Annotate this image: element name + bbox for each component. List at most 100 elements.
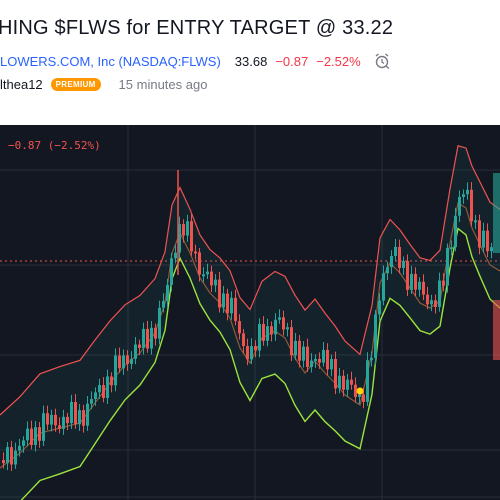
candle-body [234, 297, 237, 322]
candle-body [490, 247, 493, 252]
candle-body [58, 425, 61, 429]
candle-body [402, 261, 405, 268]
upper-band [0, 145, 500, 416]
candle-body [242, 333, 245, 346]
candle-body [438, 280, 441, 307]
candle-body [454, 215, 457, 248]
candle-body [322, 349, 325, 363]
candle-body [358, 394, 361, 398]
candle-body [162, 301, 165, 308]
ohlc-change: −0.87 (−2.52%) [8, 139, 101, 152]
candle-body [82, 410, 85, 426]
candle-body [430, 300, 433, 305]
candle-body [406, 261, 409, 290]
candle-body [338, 375, 341, 389]
candle-body [98, 385, 101, 393]
candle-body [18, 445, 21, 451]
candle-body [250, 346, 253, 360]
price-chart[interactable]: −0.87 (−2.52%) [0, 125, 500, 500]
candle-body [138, 344, 141, 349]
candle-body [146, 328, 149, 349]
candle-body [486, 230, 489, 252]
candle-body [350, 379, 353, 385]
author-name[interactable]: lthea12 [0, 77, 43, 92]
candle-body [62, 416, 65, 429]
candle-body [370, 357, 373, 361]
candle-body [142, 328, 145, 349]
candle-body [46, 413, 49, 425]
candle-body [258, 323, 261, 351]
candle-body [206, 271, 209, 275]
candle-body [298, 340, 301, 361]
chart-canvas [0, 125, 500, 500]
candle-body [262, 323, 265, 341]
candle-body [390, 255, 393, 268]
candle-body [462, 194, 465, 197]
candle-body [474, 220, 477, 223]
candle-body [422, 281, 425, 295]
candle-body [278, 317, 281, 320]
publish-time: 15 minutes ago [118, 77, 208, 92]
candle-body [434, 300, 437, 307]
candle-body [442, 280, 445, 286]
candle-body [154, 327, 157, 339]
candle-body [410, 273, 413, 290]
candle-body [26, 428, 29, 441]
candles [2, 170, 493, 472]
candle-body [330, 359, 333, 370]
candle-body [42, 413, 45, 441]
candle-body [318, 358, 321, 363]
candle-body [354, 384, 357, 398]
candle-body [34, 427, 37, 445]
candle-body [418, 281, 421, 290]
candle-body [190, 221, 193, 252]
candle-body [246, 345, 249, 360]
candle-body [182, 224, 185, 236]
candle-body [78, 410, 81, 425]
candle-body [102, 385, 105, 398]
volume-bar-down [493, 300, 500, 360]
candle-body [90, 398, 93, 404]
candle-body [426, 294, 429, 305]
candle-body [254, 346, 257, 351]
last-price: 33.68 [234, 53, 268, 69]
candle-body [2, 460, 5, 464]
company-link[interactable]: LOWERS.COM, Inc (NASDAQ:FLWS) [0, 53, 221, 69]
candle-body [482, 230, 485, 248]
candle-body [274, 319, 277, 335]
candle-body [466, 189, 469, 195]
candle-body [382, 273, 385, 301]
candle-body [306, 346, 309, 367]
candle-body [478, 220, 481, 248]
candle-body [70, 401, 73, 424]
candle-body [22, 440, 25, 446]
candle-body [326, 349, 329, 370]
candle-body [346, 379, 349, 390]
candle-body [106, 376, 109, 398]
candle-body [134, 344, 137, 359]
grid [0, 125, 500, 500]
candle-body [118, 355, 121, 369]
candle-body [310, 360, 313, 367]
candle-body [74, 401, 77, 425]
candle-body [150, 327, 153, 349]
candle-body [50, 414, 53, 425]
candle-body [342, 375, 345, 390]
candle-body [398, 246, 401, 268]
candle-body [30, 428, 33, 445]
volume-bar-up [493, 173, 500, 253]
candle-body [186, 221, 189, 236]
candle-body [14, 450, 17, 465]
price-change-percent: −2.52% [316, 53, 361, 69]
candle-body [174, 252, 177, 259]
candle-body [282, 317, 285, 330]
candle-body [38, 427, 41, 441]
candle-body [66, 416, 69, 424]
candle-body [230, 297, 233, 314]
candle-body [178, 224, 181, 253]
candle-body [374, 314, 377, 358]
alarm-clock-icon[interactable] [373, 52, 391, 70]
candle-body [122, 355, 125, 369]
candle-body [334, 359, 337, 389]
candle-body [222, 293, 225, 308]
